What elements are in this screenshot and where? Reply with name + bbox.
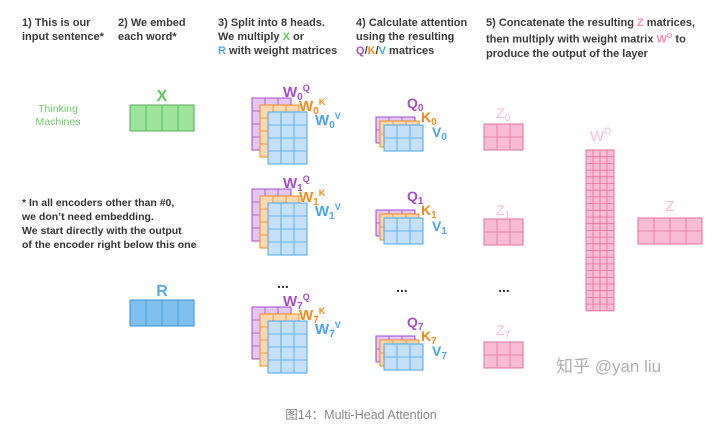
step5-line3: produce the output of the layer xyxy=(486,47,648,60)
x-label: X xyxy=(157,88,168,105)
step3-header: 3) Split into 8 heads. We multiply X or … xyxy=(218,16,337,58)
step1-line2: input sentence* xyxy=(22,31,104,43)
head0-z-matrix xyxy=(483,123,524,151)
head7-wk-label: W7K xyxy=(299,306,326,326)
head1-wv-label: W1V xyxy=(315,202,341,222)
ellipsis-weights: ... xyxy=(277,275,289,291)
head7-v-matrix xyxy=(383,343,424,371)
step3-r-ref: R xyxy=(218,45,226,57)
head1-wq-label: W1Q xyxy=(283,174,310,194)
head1-wv-matrix xyxy=(267,202,308,256)
z-out-label: Z xyxy=(665,198,674,215)
head1-v-label: V1 xyxy=(432,218,447,237)
step5-line2-text: then multiply with weight matrix xyxy=(486,33,657,46)
step2-line2: each word* xyxy=(118,31,177,43)
step3-line3-text: with weight matrices xyxy=(225,45,338,57)
step3-line1: 3) Split into 8 heads. xyxy=(218,17,325,29)
step4-v-ref: V xyxy=(378,45,386,57)
head1-v-matrix xyxy=(383,217,424,245)
step3-x-ref: X xyxy=(282,31,290,43)
note-line4: of the encoder right below this one xyxy=(22,239,197,251)
head7-wq-label: W7Q xyxy=(283,292,310,312)
step4-sep1: / xyxy=(364,45,368,57)
head7-v-label: V7 xyxy=(432,343,447,362)
step4-sep2: / xyxy=(375,45,379,57)
figure-caption: 图14：Multi-Head Attention xyxy=(285,408,437,422)
diagram-canvas: X R W0Q W0K W0V Q0 K0 V0 Z0 W1Q W1K W1V … xyxy=(129,83,703,374)
step3-line2-or: or xyxy=(289,31,304,43)
head0-q-label: Q0 xyxy=(407,95,424,114)
head1-z-label: Z1 xyxy=(496,202,511,221)
wo-matrix xyxy=(585,149,615,312)
z-output-matrix xyxy=(637,217,703,245)
step5-z-ref: Z xyxy=(636,17,644,29)
step4-line3: Q/K/V matrices xyxy=(356,44,467,58)
note-line3: We start directly with the output xyxy=(22,225,182,237)
word-thinking: Thinking xyxy=(38,103,78,115)
head7-wv-label: W7V xyxy=(315,320,341,340)
head0-z-label: Z0 xyxy=(496,105,511,124)
head1-k-label: K1 xyxy=(421,202,437,221)
step5-line2: then multiply with weight matrix WO to xyxy=(486,30,695,47)
step4-header: 4) Calculate attention using the resulti… xyxy=(356,16,467,58)
encoder-note: * In all encoders other than #0, we don’… xyxy=(22,196,196,252)
step4-line3-text: matrices xyxy=(385,45,435,57)
word-machines: Machines xyxy=(35,116,81,128)
step2-header: 2) We embed each word* xyxy=(118,16,186,44)
step4-k-ref: K xyxy=(367,45,376,57)
step5-line2-end: to xyxy=(672,33,686,46)
input-sentence: Thinking Machines xyxy=(28,103,88,129)
head0-k-label: K0 xyxy=(421,109,437,128)
head0-wv-label: W0V xyxy=(315,111,341,131)
head1-z-matrix xyxy=(483,218,524,246)
step4-line1: 4) Calculate attention xyxy=(356,17,468,29)
step5-line1-end: matrices, xyxy=(643,17,696,29)
x-matrix xyxy=(129,104,195,132)
step5-line1: 5) Concatenate the resulting Z matrices, xyxy=(486,16,695,30)
wo-label: WO xyxy=(590,126,611,145)
step4-line2: using the resulting xyxy=(356,31,455,43)
watermark: 知乎 @yan liu xyxy=(556,357,662,376)
ellipsis-z: ... xyxy=(498,279,510,295)
ellipsis-qkv: ... xyxy=(396,279,408,295)
step4-q-ref: Q xyxy=(356,45,365,57)
step2-line1: 2) We embed xyxy=(118,17,186,29)
head7-q-label: Q7 xyxy=(407,314,424,333)
head0-v-label: V0 xyxy=(432,124,447,143)
step1-header: 1) This is our input sentence* xyxy=(22,16,104,44)
step1-line1: 1) This is our xyxy=(22,17,91,29)
step5-line1-text: 5) Concatenate the resulting xyxy=(486,17,637,29)
step5-wo-ref: W xyxy=(656,33,667,46)
r-matrix xyxy=(129,299,195,327)
head1-wk-label: W1K xyxy=(299,188,326,208)
step3-line2: We multiply X or xyxy=(218,30,337,44)
head0-wq-label: W0Q xyxy=(283,83,310,103)
step5-header: 5) Concatenate the resulting Z matrices,… xyxy=(486,16,695,61)
head7-z-label: Z7 xyxy=(496,322,511,341)
r-label: R xyxy=(156,283,168,300)
note-line1: * In all encoders other than #0, xyxy=(22,197,175,209)
head7-wv-matrix xyxy=(267,320,308,374)
head7-k-label: K7 xyxy=(421,328,437,347)
step3-line2-text: We multiply xyxy=(218,31,283,43)
step3-line3: R with weight matrices xyxy=(218,44,337,58)
head0-v-matrix xyxy=(383,124,424,152)
note-line2: we don’t need embedding. xyxy=(22,211,154,223)
head1-q-label: Q1 xyxy=(407,188,424,207)
head7-z-matrix xyxy=(483,341,524,369)
head0-wk-label: W0K xyxy=(299,97,326,117)
head0-wv-matrix xyxy=(267,111,308,165)
step5-wo-sup: O xyxy=(666,33,673,40)
